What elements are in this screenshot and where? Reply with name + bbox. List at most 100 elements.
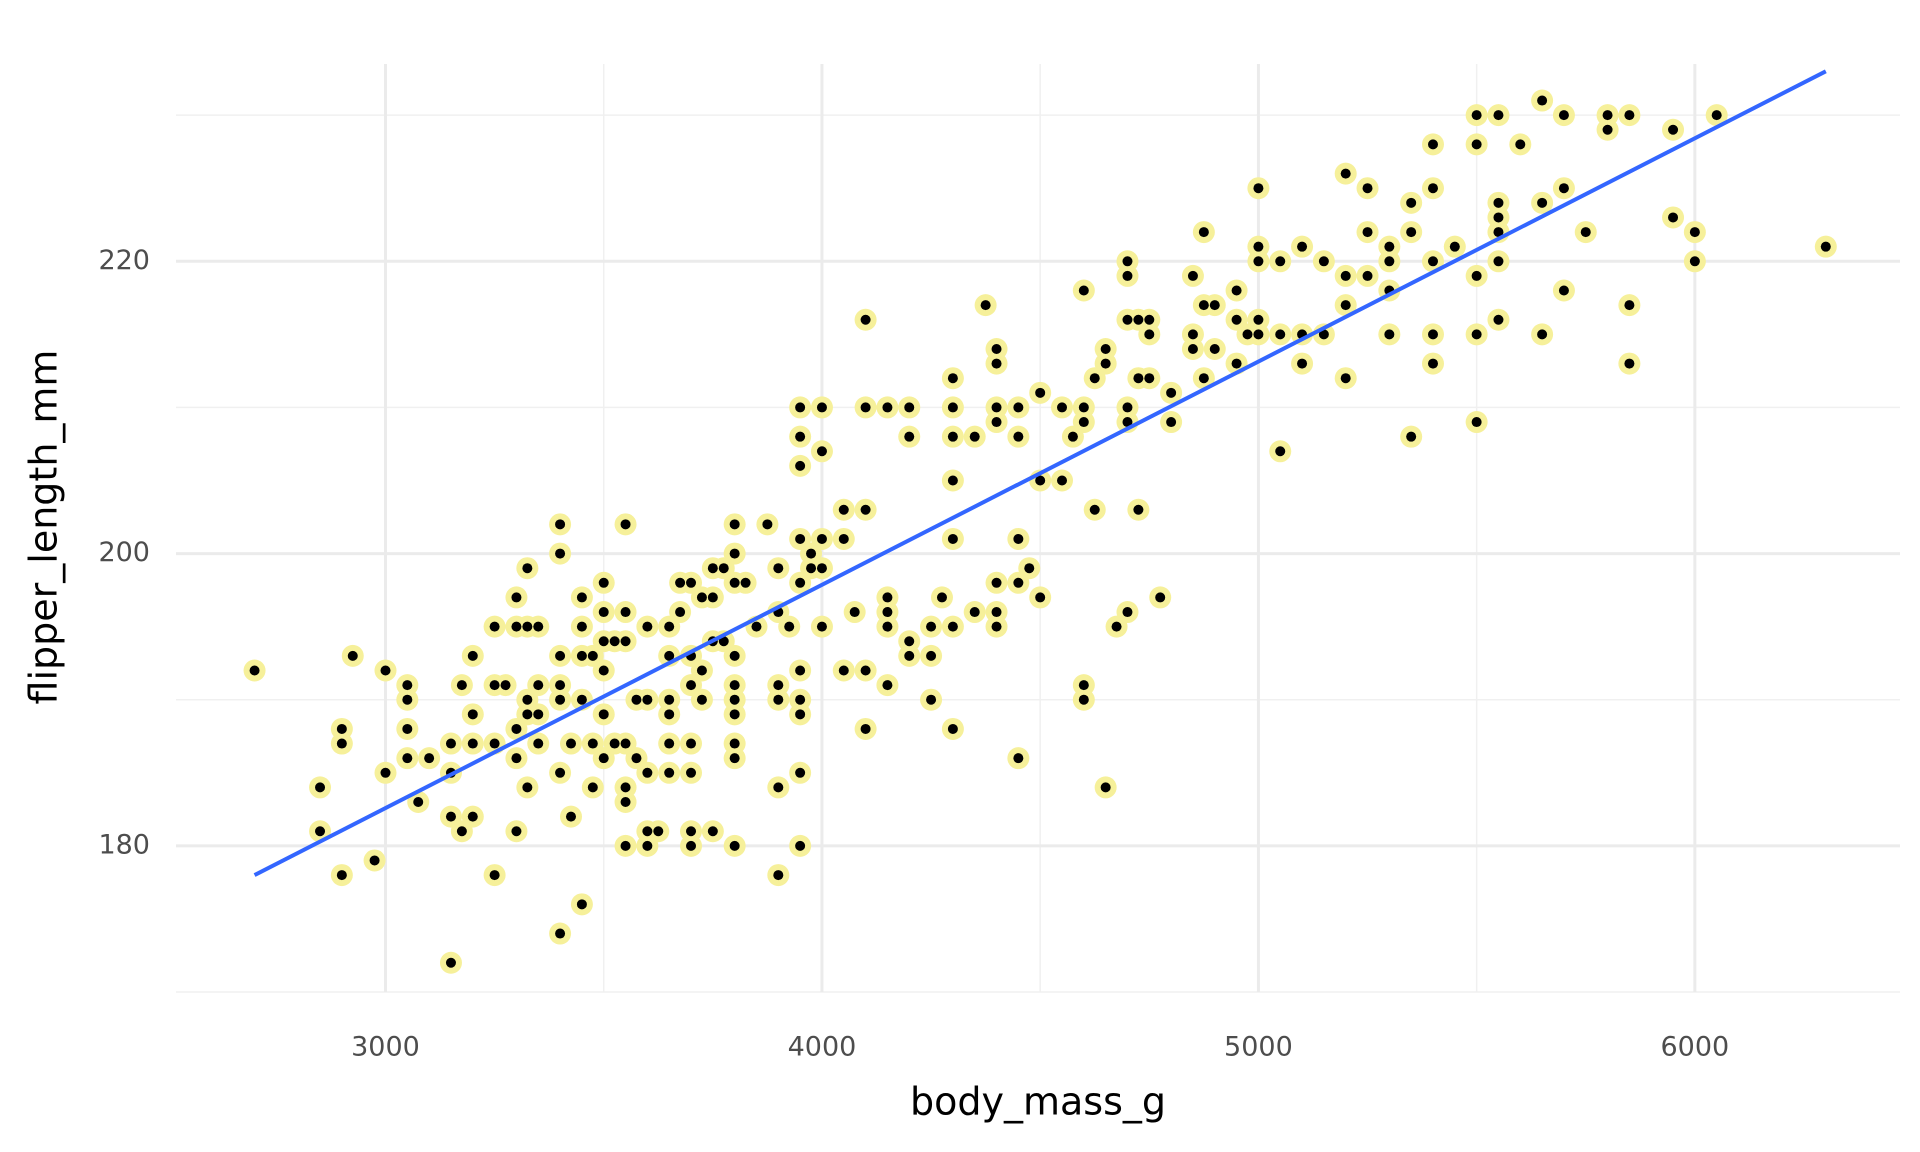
point [522,694,533,705]
point [598,753,609,764]
point [1122,417,1133,428]
point [1209,300,1220,311]
point [1406,431,1417,442]
point [336,870,347,881]
point [773,563,784,574]
point [1231,285,1242,296]
x-tick-label: 6000 [1661,1032,1730,1063]
point [1013,431,1024,442]
point [1558,285,1569,296]
point [1242,329,1253,340]
point [729,694,740,705]
y-tick-label: 220 [98,245,150,276]
point [926,694,937,705]
point [1078,694,1089,705]
point [947,431,958,442]
point [1275,329,1286,340]
point [1133,314,1144,325]
point [1493,212,1504,223]
point [751,621,762,632]
point [729,753,740,764]
point [1187,329,1198,340]
point [795,460,806,471]
point [1209,343,1220,354]
point [1602,110,1613,121]
point [1013,533,1024,544]
point [795,431,806,442]
point [795,533,806,544]
point [402,680,413,691]
point [380,767,391,778]
point [642,694,653,705]
point [1198,373,1209,384]
point [729,680,740,691]
point [1122,402,1133,413]
point [1057,475,1068,486]
point [576,592,587,603]
point [489,621,500,632]
point [1515,139,1526,150]
point [1384,256,1395,267]
point [773,680,784,691]
point [675,607,686,618]
point [1078,402,1089,413]
point [511,723,522,734]
point [664,650,675,661]
point [445,811,456,822]
point [467,811,478,822]
point [729,519,740,530]
point [609,636,620,647]
point [838,533,849,544]
point [598,607,609,618]
point [686,680,697,691]
point [696,665,707,676]
point [402,753,413,764]
point [696,694,707,705]
point [1362,270,1373,281]
point [729,577,740,588]
point [980,300,991,311]
point [1187,270,1198,281]
point [795,665,806,676]
point [991,358,1002,369]
point [598,709,609,720]
point [991,607,1002,618]
point [1253,314,1264,325]
point [773,782,784,793]
point [511,826,522,837]
point [991,577,1002,588]
point [1133,373,1144,384]
point [806,563,817,574]
point [1624,110,1635,121]
point [1471,270,1482,281]
point [1362,227,1373,238]
point [1318,329,1329,340]
point [489,738,500,749]
point [1362,183,1373,194]
point [707,592,718,603]
point [500,680,511,691]
point [936,592,947,603]
point [598,665,609,676]
point [1297,358,1308,369]
point [991,343,1002,354]
point [1340,168,1351,179]
point [1537,197,1548,208]
point [522,563,533,574]
point [1166,417,1177,428]
point [533,621,544,632]
point [1089,504,1100,515]
point [1013,577,1024,588]
point [860,665,871,676]
point [1471,139,1482,150]
point [664,767,675,778]
point [882,680,893,691]
point [729,709,740,720]
point [795,709,806,720]
point [740,577,751,588]
point [1602,124,1613,135]
point [1035,387,1046,398]
point [816,402,827,413]
point [445,957,456,968]
